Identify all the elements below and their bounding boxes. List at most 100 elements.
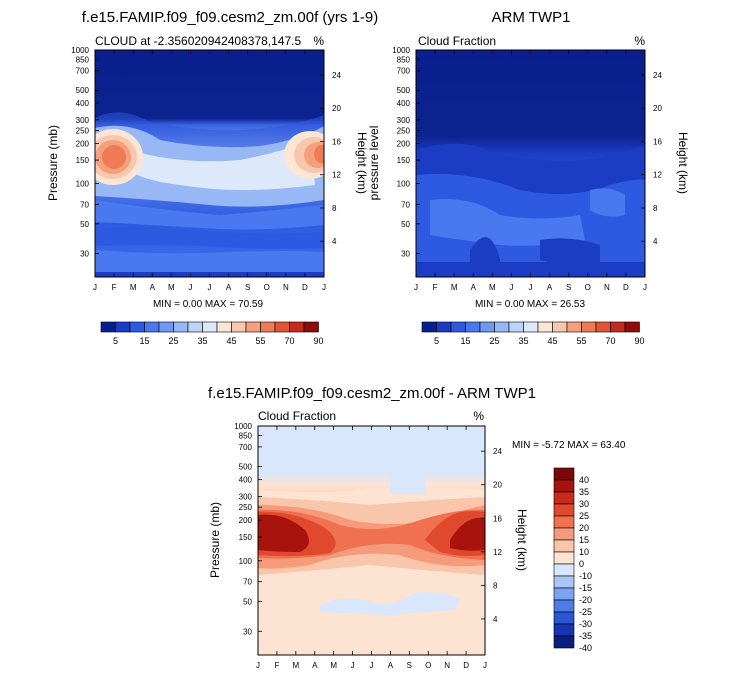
ytick-label: 1000 bbox=[71, 46, 89, 55]
colorbar-swatch bbox=[289, 321, 305, 333]
colorbar-swatch bbox=[553, 611, 575, 625]
colorbar-label: 55 bbox=[255, 336, 265, 346]
colorbar-label: 45 bbox=[547, 336, 557, 346]
y2tick-label: 4 bbox=[653, 237, 658, 246]
ytick-label: 700 bbox=[239, 443, 253, 452]
ytick-label: 30 bbox=[243, 627, 252, 636]
panel1-y2label: Height (km) bbox=[355, 132, 369, 194]
y2tick-label: 4 bbox=[493, 615, 498, 624]
ytick-label: 70 bbox=[401, 200, 410, 209]
colorbar-label: 30 bbox=[579, 499, 589, 509]
xtick-label: J bbox=[351, 661, 355, 670]
colorbar-label: 35 bbox=[197, 336, 207, 346]
xtick-label: A bbox=[150, 283, 156, 292]
xtick-label: D bbox=[302, 283, 308, 292]
ytick-label: 200 bbox=[76, 139, 90, 148]
panel-difference: f.e15.FAMIP.f09_f09.cesm2_zm.00f - ARM T… bbox=[208, 385, 626, 670]
xtick-label: J bbox=[256, 661, 260, 670]
ytick-label: 500 bbox=[397, 86, 411, 95]
xtick-label: J bbox=[483, 661, 487, 670]
colorbar-label: 25 bbox=[579, 511, 589, 521]
y2tick-label: 12 bbox=[653, 171, 662, 180]
xtick-label: N bbox=[604, 283, 610, 292]
colorbar-swatch bbox=[553, 599, 575, 613]
xtick-label: J bbox=[509, 283, 513, 292]
ytick-label: 700 bbox=[76, 67, 90, 76]
xtick-label: F bbox=[112, 283, 117, 292]
xtick-label: M bbox=[489, 283, 496, 292]
xtick-label: A bbox=[226, 283, 232, 292]
ytick-label: 300 bbox=[76, 116, 90, 125]
colorbar-label: 90 bbox=[634, 336, 644, 346]
xtick-label: S bbox=[407, 661, 412, 670]
colorbar-label: -15 bbox=[579, 583, 592, 593]
y2tick-label: 16 bbox=[332, 137, 341, 146]
xtick-label: M bbox=[130, 283, 137, 292]
xtick-label: J bbox=[93, 283, 97, 292]
y2tick-label: 8 bbox=[332, 204, 337, 213]
panel1-minmax: MIN = 0.00 MAX = 70.59 bbox=[153, 299, 263, 310]
y2tick-label: 12 bbox=[332, 171, 341, 180]
panel1-ylabel: Pressure (mb) bbox=[46, 125, 60, 201]
colorbar-swatch bbox=[624, 321, 640, 333]
xtick-label: J bbox=[370, 661, 374, 670]
ytick-label: 400 bbox=[397, 99, 411, 108]
panel3-contour-field bbox=[258, 426, 485, 655]
colorbar-swatch bbox=[553, 539, 575, 553]
panel3-y2label: Height (km) bbox=[515, 509, 529, 571]
y2tick-label: 12 bbox=[493, 548, 502, 557]
xtick-label: O bbox=[425, 661, 431, 670]
panel2-ylabel: pressure level bbox=[367, 126, 381, 201]
panel2-left-label: Cloud Fraction bbox=[418, 34, 496, 48]
xtick-label: M bbox=[292, 661, 299, 670]
xtick-label: M bbox=[451, 283, 458, 292]
colorbar-swatch bbox=[144, 321, 160, 333]
panel-model-cloud: f.e15.FAMIP.f09_f09.cesm2_zm.00f (yrs 1-… bbox=[46, 9, 378, 346]
colorbar-swatch bbox=[158, 321, 174, 333]
colorbar-label: -20 bbox=[579, 595, 592, 605]
colorbar-swatch bbox=[173, 321, 189, 333]
colorbar-swatch bbox=[450, 321, 466, 333]
ytick-label: 200 bbox=[239, 516, 253, 525]
ytick-label: 250 bbox=[397, 126, 411, 135]
colorbar-label: 90 bbox=[313, 336, 323, 346]
ytick-label: 100 bbox=[397, 180, 411, 189]
panel1-right-label: % bbox=[313, 34, 324, 48]
xtick-label: S bbox=[245, 283, 250, 292]
panel2-colorbar: 5 15 25 35 45 55 70 90 bbox=[421, 321, 645, 346]
y2tick-label: 16 bbox=[493, 514, 502, 523]
ytick-label: 50 bbox=[401, 220, 410, 229]
colorbar-swatch bbox=[202, 321, 218, 333]
panel3-right-label: % bbox=[473, 409, 484, 423]
ytick-label: 30 bbox=[80, 249, 89, 258]
y2tick-label: 24 bbox=[332, 71, 341, 80]
colorbar-swatch bbox=[553, 515, 575, 529]
panel1-title: f.e15.FAMIP.f09_f09.cesm2_zm.00f (yrs 1-… bbox=[82, 9, 379, 26]
colorbar-label: -40 bbox=[579, 643, 592, 653]
y2tick-label: 16 bbox=[653, 137, 662, 146]
ytick-label: 150 bbox=[239, 533, 253, 542]
panel3-minmax: MIN = -5.72 MAX = 63.40 bbox=[512, 440, 626, 451]
panel1-left-label: CLOUD at -2.356020942408378,147.5 bbox=[95, 34, 301, 48]
colorbar-swatch bbox=[581, 321, 597, 333]
xtick-label: F bbox=[433, 283, 438, 292]
y2tick-label: 20 bbox=[332, 104, 341, 113]
ytick-label: 250 bbox=[76, 126, 90, 135]
xtick-label: J bbox=[322, 283, 326, 292]
panel-arm-obs: ARM TWP1 Cloud Fraction % 30 50 70 100 150 20… bbox=[367, 9, 690, 346]
panel2-y2label: Height (km) bbox=[676, 132, 690, 194]
colorbar-label: 15 bbox=[579, 535, 589, 545]
colorbar-label: 25 bbox=[168, 336, 178, 346]
ytick-label: 400 bbox=[239, 476, 253, 485]
panel1-colorbar: 5 15 25 35 45 55 70 90 bbox=[100, 321, 324, 346]
colorbar-swatch bbox=[245, 321, 261, 333]
xtick-label: A bbox=[471, 283, 477, 292]
colorbar-swatch bbox=[610, 321, 626, 333]
colorbar-swatch bbox=[552, 321, 568, 333]
xtick-label: J bbox=[414, 283, 418, 292]
colorbar-swatch bbox=[553, 491, 575, 505]
xtick-label: N bbox=[283, 283, 289, 292]
colorbar-swatch bbox=[465, 321, 481, 333]
